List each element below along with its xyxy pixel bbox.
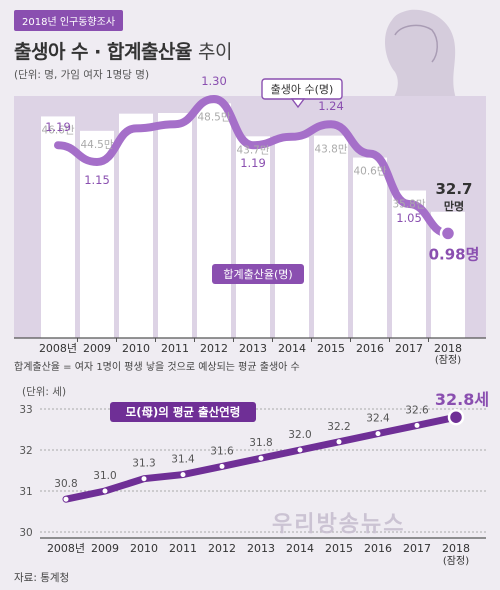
y-tick-label: 30	[19, 527, 32, 539]
birth-bar	[158, 112, 192, 338]
mother-age-chart: (단위: 세) 30 31 32 33 30.8 31.0 31.3 31.4 31.6 31.8 3…	[19, 385, 489, 567]
age-point	[414, 422, 420, 428]
x-tick-label: 2008년	[47, 542, 85, 555]
x-tick-label: 2018	[434, 342, 462, 355]
birth-bar	[41, 116, 75, 338]
birth-value-label: 40.6만	[353, 166, 386, 178]
x-tick-label: 2015	[317, 342, 345, 355]
birth-value-label: 46.6만	[41, 124, 74, 136]
title-suffix: 추이	[198, 41, 232, 63]
age-point	[258, 455, 264, 461]
fertility-value-label: 1.19	[45, 120, 71, 134]
fertility-rate-end-point	[439, 225, 457, 242]
y-tick-label: 31	[19, 486, 32, 498]
fertility-legend-box	[212, 264, 304, 284]
x-tick-note: (잠정)	[435, 354, 461, 366]
x-tick-label: 2017	[403, 542, 431, 555]
birth-value-unit: 만명	[444, 199, 464, 213]
age-value-label: 30.8	[54, 478, 77, 490]
age-title-box	[110, 402, 256, 422]
fertility-value-label: 1.30	[201, 74, 227, 88]
x-tick-label: 2011	[161, 342, 189, 355]
x-tick-label: 2016	[356, 342, 384, 355]
x-tick-label: 2015	[325, 542, 353, 555]
source-label: 자료: 통계청	[14, 572, 70, 584]
age-chart-title: 모(母)의 평균 출산연령	[126, 405, 241, 419]
age-value-label: 32.6	[405, 404, 429, 416]
fertility-value-label: 1.24	[318, 99, 344, 113]
fertility-rate-line	[54, 94, 452, 238]
births-legend-label: 출생아 수(명)	[271, 83, 334, 96]
birth-value-label: 44.5만	[80, 139, 113, 151]
fertility-legend-label: 합계출산율(명)	[223, 268, 292, 281]
age-value-label: 32.4	[366, 413, 390, 425]
birth-bar	[236, 136, 270, 338]
fertility-definition-note: 합계출산율 = 여자 1명이 평생 낳을 것으로 예상되는 평균 출생아 수	[14, 362, 300, 373]
age-point	[141, 476, 147, 482]
birth-bar	[197, 103, 231, 338]
x-tick-label: 2016	[364, 542, 392, 555]
x-tick-note: (잠정)	[443, 555, 469, 567]
birth-value-label: 43.8만	[314, 144, 347, 156]
y-tick-label: 33	[19, 404, 32, 416]
births-and-fertility-chart: 46.6만 44.5만 48.5만 43.7만 43.8만 40.6만 35.8만 32.7만…	[14, 74, 486, 366]
fertility-value-label: 1.19	[240, 156, 266, 170]
age-point	[102, 488, 108, 494]
age-value-label: 32.0	[288, 429, 311, 441]
x-tick-label: 2011	[169, 542, 197, 555]
fertility-value-label: 0.98명	[429, 245, 480, 263]
x-tick-label: 2014	[286, 542, 314, 555]
fertility-value-label: 1.05	[396, 211, 422, 225]
x-tick-label: 2013	[247, 542, 275, 555]
birth-bar	[353, 157, 387, 338]
x-tick-label: 2012	[208, 542, 236, 555]
x-tick-label: 2012	[200, 342, 228, 355]
age-value-label: 31.3	[132, 458, 155, 470]
age-point	[336, 439, 342, 445]
age-point	[297, 447, 303, 453]
birth-bar	[314, 135, 348, 338]
x-tick-label: 2009	[83, 342, 111, 355]
age-value-label: 31.8	[249, 437, 272, 449]
x-tick-label: 2008년	[39, 342, 77, 355]
watermark-text: 우리방송뉴스	[272, 512, 406, 537]
birth-value-label: 32.7	[435, 180, 472, 198]
unit-label: (단위: 명, 가임 여자 1명당 명)	[14, 69, 150, 81]
title-main: 출생아 수 · 합계출산율	[14, 41, 192, 63]
x-tick-label: 2017	[395, 342, 423, 355]
age-value-label: 32.2	[327, 421, 350, 433]
age-value-label: 31.4	[171, 454, 195, 466]
page-title: 출생아 수 · 합계출산율 추이	[14, 37, 232, 64]
birth-value-label: 48.5만	[197, 111, 230, 123]
birth-bar	[392, 190, 426, 338]
birth-value-label: 35.8만	[392, 199, 425, 211]
x-tick-label: 2009	[91, 542, 119, 555]
silhouette-hair	[394, 24, 438, 63]
x-tick-label: 2010	[130, 542, 158, 555]
x-tick-label: 2013	[239, 342, 267, 355]
x-tick-label: 2018	[442, 542, 470, 555]
survey-badge: 2018년 인구동향조사	[14, 10, 124, 31]
fertility-value-label: 1.15	[84, 173, 110, 187]
age-value-label: 31.0	[93, 470, 116, 482]
birth-value-label: 43.7만	[236, 144, 269, 156]
age-point	[219, 463, 225, 469]
x-tick-label: 2014	[278, 342, 306, 355]
y-tick-label: 32	[19, 445, 32, 457]
age-point	[180, 472, 186, 478]
age-end-point	[447, 408, 465, 426]
age-point	[375, 431, 381, 437]
birth-bar	[275, 137, 309, 338]
age-value-label: 31.6	[210, 445, 234, 457]
birth-bar	[119, 113, 153, 338]
x-tick-label: 2010	[122, 342, 150, 355]
age-value-label: 32.8세	[435, 390, 489, 409]
age-point	[63, 496, 69, 502]
y-axis-unit: (단위: 세)	[22, 385, 66, 398]
births-legend-pointer	[290, 98, 306, 109]
